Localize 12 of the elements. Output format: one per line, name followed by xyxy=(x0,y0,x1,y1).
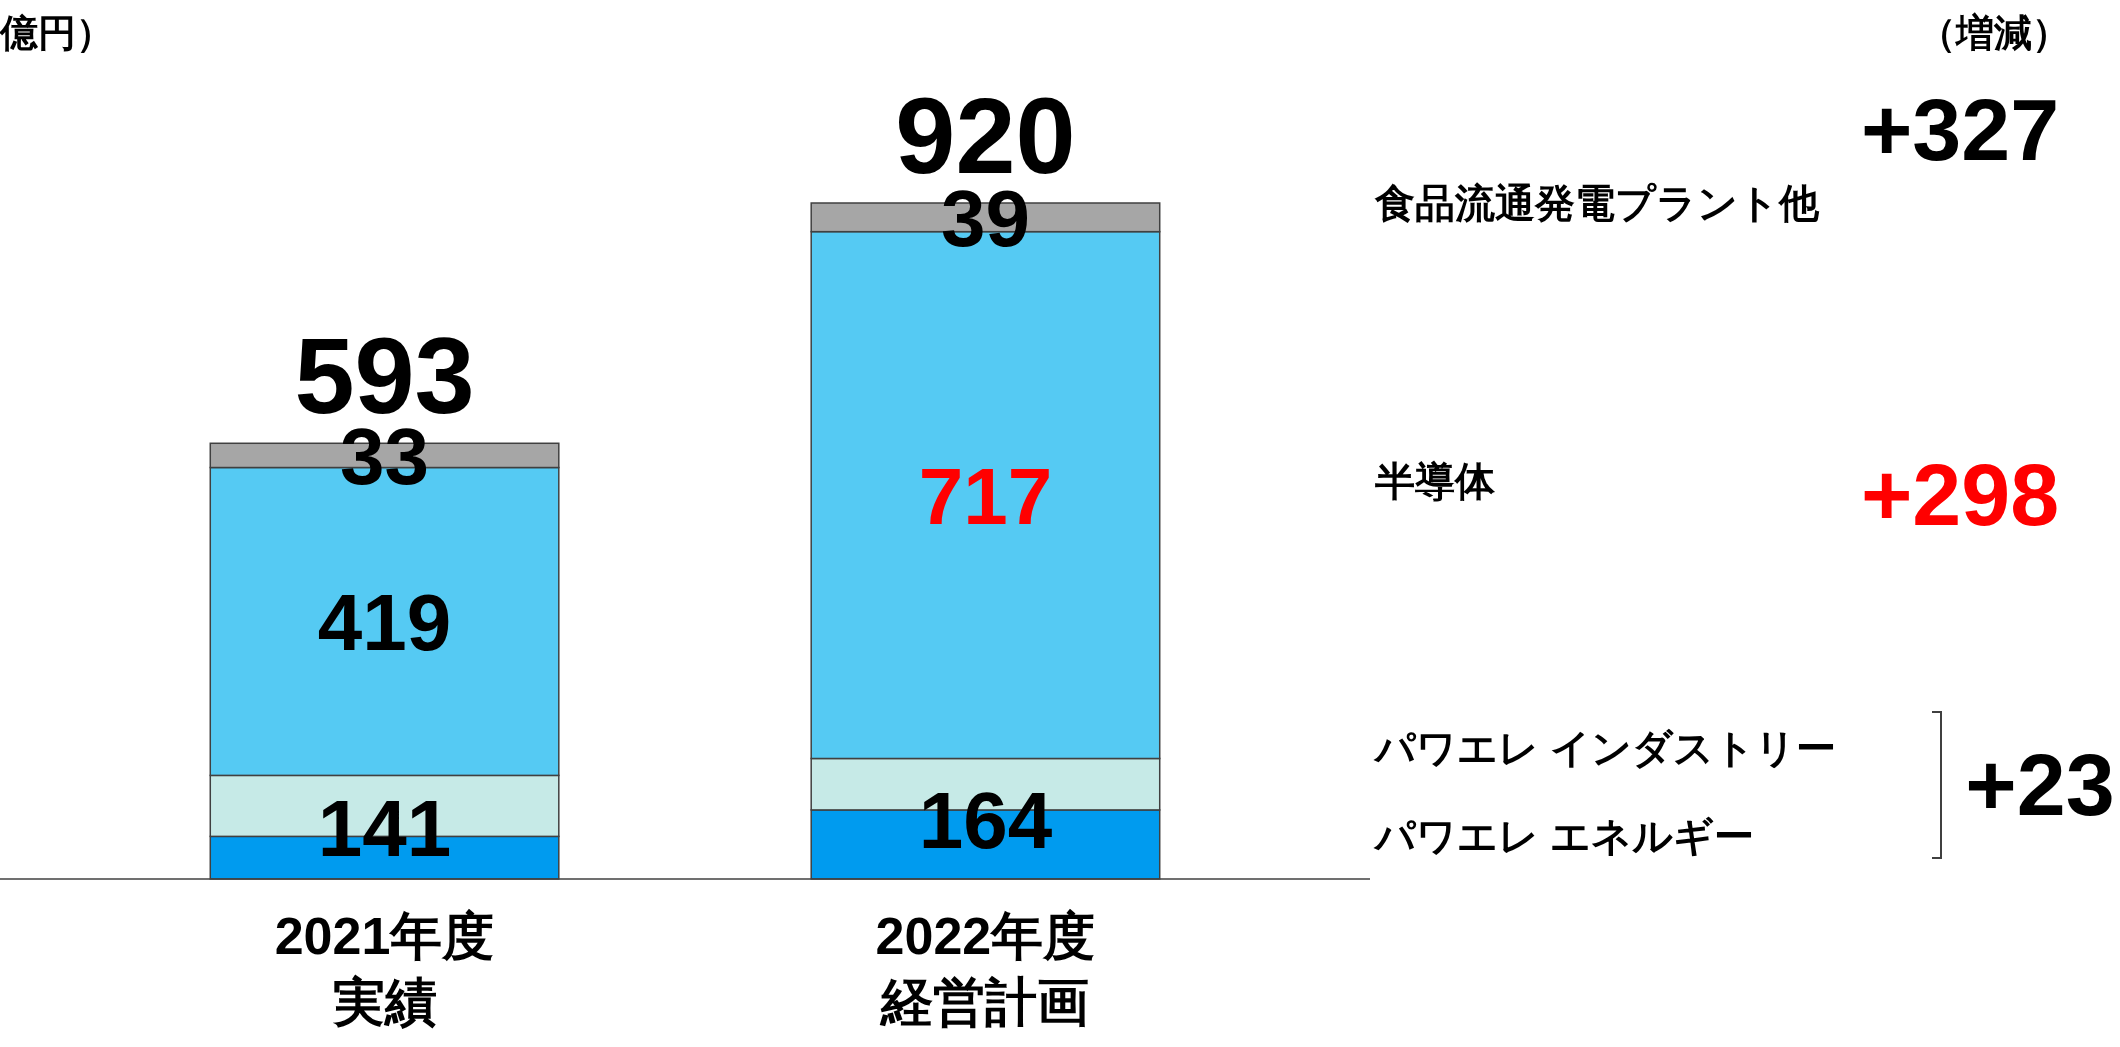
data-label: 717 xyxy=(918,451,1053,541)
text: +298 xyxy=(1860,445,2060,544)
text: +23 xyxy=(1965,735,2115,834)
x-tick-label: 2022年度経営計画 xyxy=(875,907,1096,1031)
text: （増減） xyxy=(1918,12,2070,54)
text: +327 xyxy=(1860,80,2060,179)
x-tick-label: 2021年度実績 xyxy=(274,907,495,1031)
text: パワエレ エネルギー xyxy=(1373,814,1755,859)
data-label: 419 xyxy=(317,578,452,668)
text: 食品流通発電プラント他 xyxy=(1374,181,1820,226)
text: 半導体 xyxy=(1374,459,1496,504)
text: パワエレ インダストリー xyxy=(1373,726,1837,771)
